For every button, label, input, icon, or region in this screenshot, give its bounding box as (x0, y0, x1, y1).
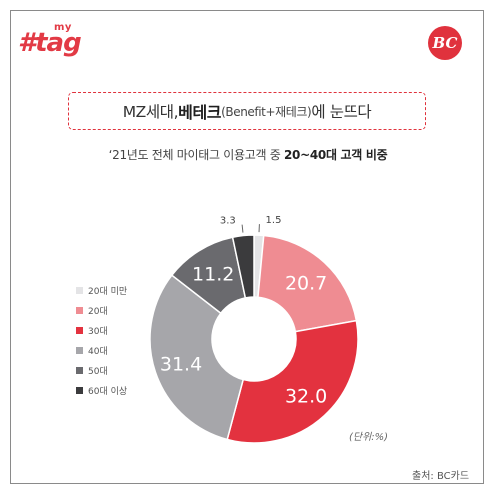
legend-swatch (76, 306, 83, 314)
headline: MZ세대, 베테크 (Benefit+재테크) 에 눈뜨다 (68, 92, 426, 130)
headline-part1: MZ세대, (122, 103, 179, 121)
unit-label: (단위:%) (349, 432, 389, 443)
bc-card-logo: BC (428, 26, 462, 60)
slice-30s (226, 319, 359, 444)
legend-swatch (76, 386, 83, 394)
legend-label: 60대 이상 (88, 386, 128, 397)
subtitle-emphasis: 20~40대 고객 비중 (283, 148, 388, 162)
legend-item: 20대 미만 (76, 281, 127, 299)
legend-label: 30대 (88, 326, 108, 337)
legend-item: 50대 (76, 361, 127, 379)
subtitle-part1: ‘21년도 전체 마이태그 이용고객 중 (108, 148, 284, 162)
slice-value-label: 31.4 (160, 354, 202, 376)
slice-value-label: 11.2 (192, 264, 234, 286)
slice-value-label: 20.7 (285, 272, 327, 294)
slice-value-label: 3.3 (220, 216, 236, 227)
chart-subtitle: ‘21년도 전체 마이태그 이용고객 중 20~40대 고객 비중 (0, 146, 496, 163)
mytag-logo-small: my (54, 22, 72, 33)
mytag-logo: my #tag (18, 22, 90, 68)
headline-part4: 에 눈뜨다 (311, 103, 372, 121)
legend-swatch (76, 286, 83, 294)
legend-swatch (76, 346, 83, 354)
legend-item: 30대 (76, 321, 127, 339)
legend-item: 60대 이상 (76, 381, 127, 399)
slice-60-plus (231, 234, 255, 299)
legend-item: 40대 (76, 341, 127, 359)
slice-20s (257, 234, 358, 333)
source-credit: 출처: BC카드 (412, 471, 470, 482)
legend-label: 20대 (88, 306, 108, 317)
slice-value-label: 32.0 (285, 386, 327, 408)
slice-value-label: 1.5 (266, 215, 282, 226)
legend-swatch (76, 366, 83, 374)
legend-label: 20대 미만 (88, 286, 128, 297)
headline-keyword-definition: (Benefit+재테크) (221, 104, 312, 119)
legend-label: 40대 (88, 346, 108, 357)
mytag-logo-main: #tag (18, 28, 82, 58)
legend-swatch (76, 326, 83, 334)
leader-line (241, 224, 244, 233)
legend-label: 50대 (88, 366, 108, 377)
headline-keyword: 베테크 (178, 103, 222, 122)
slice-40s (149, 274, 245, 441)
chart-legend: 20대 미만 20대 30대 40대 50대 60대 이상 (76, 281, 127, 401)
legend-item: 20대 (76, 301, 127, 319)
